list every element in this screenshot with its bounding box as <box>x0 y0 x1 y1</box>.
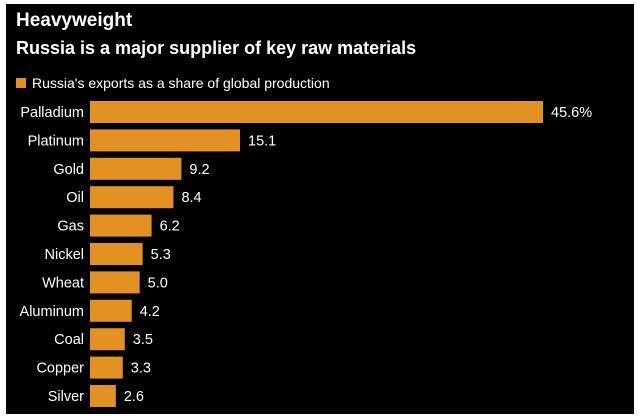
category-label: Palladium <box>20 105 84 121</box>
legend-swatch <box>16 78 26 88</box>
bar <box>90 243 143 265</box>
category-label: Copper <box>36 361 84 377</box>
category-label: Gas <box>57 219 84 235</box>
value-label: 3.5 <box>133 332 153 348</box>
bar <box>90 328 125 351</box>
value-label: 6.2 <box>160 219 180 235</box>
value-label: 5.3 <box>151 247 171 263</box>
category-label: Platinum <box>28 133 84 149</box>
category-label: Aluminum <box>20 304 84 320</box>
value-label: 5.0 <box>148 275 168 291</box>
bar <box>90 101 543 123</box>
category-label: Gold <box>53 162 84 178</box>
value-label: 3.3 <box>131 361 151 377</box>
category-label: Nickel <box>45 247 84 263</box>
bar-chart-plot: Palladium 45.6% Platinum 15.1 Gold 9.2 Oil 8.4 G… <box>20 101 592 407</box>
value-label: 15.1 <box>248 133 276 149</box>
legend: Russia's exports as a share of global pr… <box>16 75 330 91</box>
chart-panel: Heavyweight Russia is a major supplier o… <box>6 4 634 414</box>
bar <box>90 129 241 152</box>
value-label: 4.2 <box>140 304 160 320</box>
value-label: 2.6 <box>124 389 144 405</box>
bar <box>90 356 123 379</box>
bar <box>90 271 140 294</box>
category-label: Oil <box>66 190 84 206</box>
category-label: Coal <box>54 332 84 348</box>
category-label: Wheat <box>42 275 84 291</box>
bar <box>90 214 152 237</box>
bar <box>90 186 174 209</box>
bar <box>90 385 116 407</box>
value-label: 9.2 <box>189 162 209 178</box>
bar <box>90 157 182 180</box>
chart-subtitle: Russia is a major supplier of key raw ma… <box>16 38 417 58</box>
value-label: 45.6% <box>551 105 592 121</box>
legend-label: Russia's exports as a share of global pr… <box>32 75 330 91</box>
chart-title: Heavyweight <box>16 10 133 31</box>
bar <box>90 299 132 322</box>
value-label: 8.4 <box>181 190 201 206</box>
category-label: Silver <box>48 389 84 405</box>
